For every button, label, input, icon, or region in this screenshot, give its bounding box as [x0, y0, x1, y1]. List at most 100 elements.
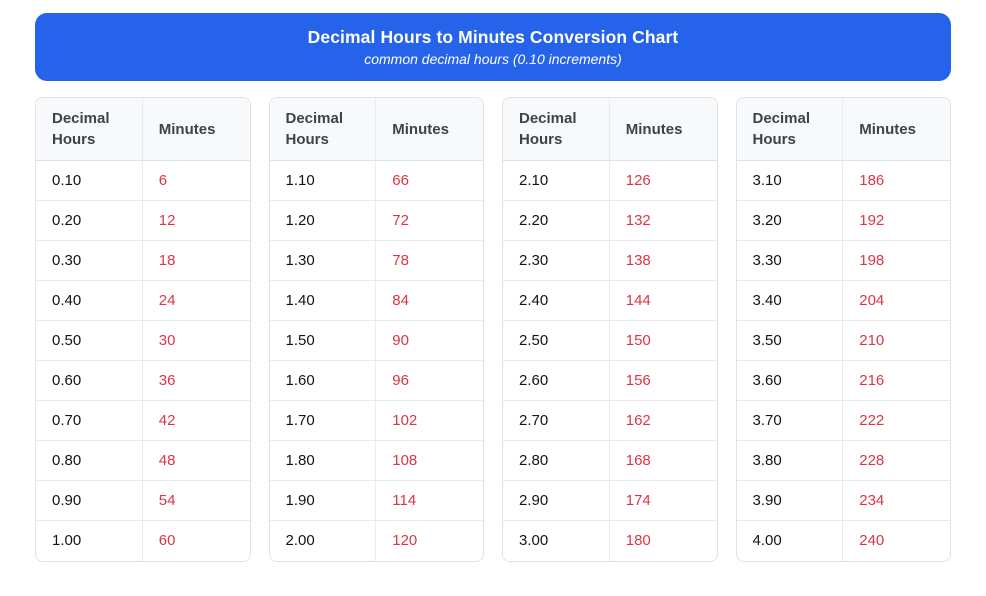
table-row: 1.60 96 [269, 361, 483, 401]
table-head: Decimal Hours Minutes [503, 98, 717, 161]
minutes-cell: 234 [843, 481, 950, 521]
table-row: 1.10 66 [269, 161, 483, 201]
minutes-cell: 126 [609, 161, 717, 201]
table-head: Decimal Hours Minutes [269, 98, 483, 161]
minutes-cell: 42 [142, 401, 250, 441]
minutes-cell: 96 [376, 361, 483, 401]
decimal-hours-cell: 0.80 [36, 441, 143, 481]
table-row: 2.70 162 [503, 401, 717, 441]
minutes-cell: 204 [843, 281, 950, 321]
decimal-hours-cell: 2.80 [503, 441, 610, 481]
decimal-hours-cell: 0.50 [36, 321, 143, 361]
table-row: 2.10 126 [503, 161, 717, 201]
minutes-cell: 210 [843, 321, 950, 361]
minutes-cell: 198 [843, 241, 950, 281]
decimal-hours-cell: 0.30 [36, 241, 143, 281]
decimal-hours-cell: 0.70 [36, 401, 143, 441]
table-row: 4.00 240 [736, 521, 950, 561]
decimal-hours-cell: 3.70 [736, 401, 844, 441]
table-row: 1.50 90 [269, 321, 483, 361]
table-row: 2.90 174 [503, 481, 717, 521]
page-subtitle: common decimal hours (0.10 increments) [364, 51, 622, 67]
table-row: 3.00 180 [503, 521, 717, 561]
minutes-cell: 54 [142, 481, 250, 521]
table-row: 0.40 24 [36, 281, 250, 321]
minutes-cell: 180 [609, 521, 717, 561]
table-row: 2.40 144 [503, 281, 717, 321]
table-row: 0.60 36 [36, 361, 250, 401]
minutes-cell: 132 [609, 201, 717, 241]
decimal-hours-cell: 1.00 [36, 521, 143, 561]
conversion-table-panel: Decimal Hours Minutes 0.10 6 0.20 12 0.30 18 0… [35, 97, 251, 562]
minutes-cell: 78 [376, 241, 483, 281]
conversion-table: Decimal Hours Minutes 0.10 6 0.20 12 0.30 18 0… [35, 97, 251, 562]
decimal-hours-cell: 0.40 [36, 281, 143, 321]
table-row: 2.30 138 [503, 241, 717, 281]
minutes-cell: 162 [609, 401, 717, 441]
table-row: 2.80 168 [503, 441, 717, 481]
decimal-hours-cell: 0.90 [36, 481, 143, 521]
minutes-cell: 24 [142, 281, 250, 321]
table-row: 1.80 108 [269, 441, 483, 481]
decimal-hours-cell: 3.60 [736, 361, 844, 401]
decimal-hours-cell: 2.20 [503, 201, 610, 241]
minutes-cell: 84 [376, 281, 483, 321]
table-body: 3.10 186 3.20 192 3.30 198 3.40 204 3.50 210 3.60 2… [736, 161, 950, 561]
table-row: 0.50 30 [36, 321, 250, 361]
table-head: Decimal Hours Minutes [736, 98, 950, 161]
decimal-hours-cell: 1.30 [269, 241, 377, 281]
table-header-row: Decimal Hours Minutes [269, 98, 483, 161]
table-row: 3.10 186 [736, 161, 950, 201]
decimal-hours-cell: 1.80 [269, 441, 377, 481]
minutes-cell: 138 [609, 241, 717, 281]
decimal-hours-cell: 1.10 [269, 161, 377, 201]
conversion-table-panel: Decimal Hours Minutes 2.10 126 2.20 132 2.30… [502, 97, 718, 562]
decimal-hours-cell: 3.20 [736, 201, 844, 241]
minutes-cell: 240 [843, 521, 950, 561]
minutes-cell: 174 [609, 481, 717, 521]
minutes-cell: 36 [142, 361, 250, 401]
decimal-hours-cell: 2.60 [503, 361, 610, 401]
decimal-hours-cell: 1.90 [269, 481, 377, 521]
decimal-hours-cell: 1.40 [269, 281, 377, 321]
decimal-hours-cell: 3.00 [503, 521, 610, 561]
minutes-cell: 114 [376, 481, 483, 521]
minutes-cell: 228 [843, 441, 950, 481]
table-row: 2.50 150 [503, 321, 717, 361]
decimal-hours-cell: 1.50 [269, 321, 377, 361]
minutes-cell: 66 [376, 161, 483, 201]
col-header-decimal-hours: Decimal Hours [736, 98, 844, 161]
chart-header-banner: Decimal Hours to Minutes Conversion Char… [35, 13, 951, 81]
col-header-minutes: Minutes [843, 98, 950, 161]
minutes-cell: 186 [843, 161, 950, 201]
table-row: 0.10 6 [36, 161, 250, 201]
col-header-decimal-hours: Decimal Hours [36, 98, 143, 161]
table-row: 0.90 54 [36, 481, 250, 521]
minutes-cell: 156 [609, 361, 717, 401]
tables-container: Decimal Hours Minutes 0.10 6 0.20 12 0.30 18 0… [35, 97, 951, 562]
minutes-cell: 192 [843, 201, 950, 241]
decimal-hours-cell: 0.20 [36, 201, 143, 241]
decimal-hours-cell: 1.60 [269, 361, 377, 401]
table-row: 2.20 132 [503, 201, 717, 241]
decimal-hours-cell: 2.40 [503, 281, 610, 321]
decimal-hours-cell: 3.40 [736, 281, 844, 321]
decimal-hours-cell: 3.50 [736, 321, 844, 361]
table-row: 2.00 120 [269, 521, 483, 561]
page: Decimal Hours to Minutes Conversion Char… [0, 13, 986, 562]
table-row: 2.60 156 [503, 361, 717, 401]
decimal-hours-cell: 4.00 [736, 521, 844, 561]
decimal-hours-cell: 3.90 [736, 481, 844, 521]
minutes-cell: 18 [142, 241, 250, 281]
minutes-cell: 60 [142, 521, 250, 561]
table-row: 1.90 114 [269, 481, 483, 521]
col-header-minutes: Minutes [376, 98, 483, 161]
minutes-cell: 216 [843, 361, 950, 401]
decimal-hours-cell: 0.10 [36, 161, 143, 201]
minutes-cell: 30 [142, 321, 250, 361]
table-row: 3.30 198 [736, 241, 950, 281]
table-row: 1.70 102 [269, 401, 483, 441]
decimal-hours-cell: 1.20 [269, 201, 377, 241]
decimal-hours-cell: 3.10 [736, 161, 844, 201]
conversion-table: Decimal Hours Minutes 1.10 66 1.20 72 1.30 78… [268, 97, 484, 562]
